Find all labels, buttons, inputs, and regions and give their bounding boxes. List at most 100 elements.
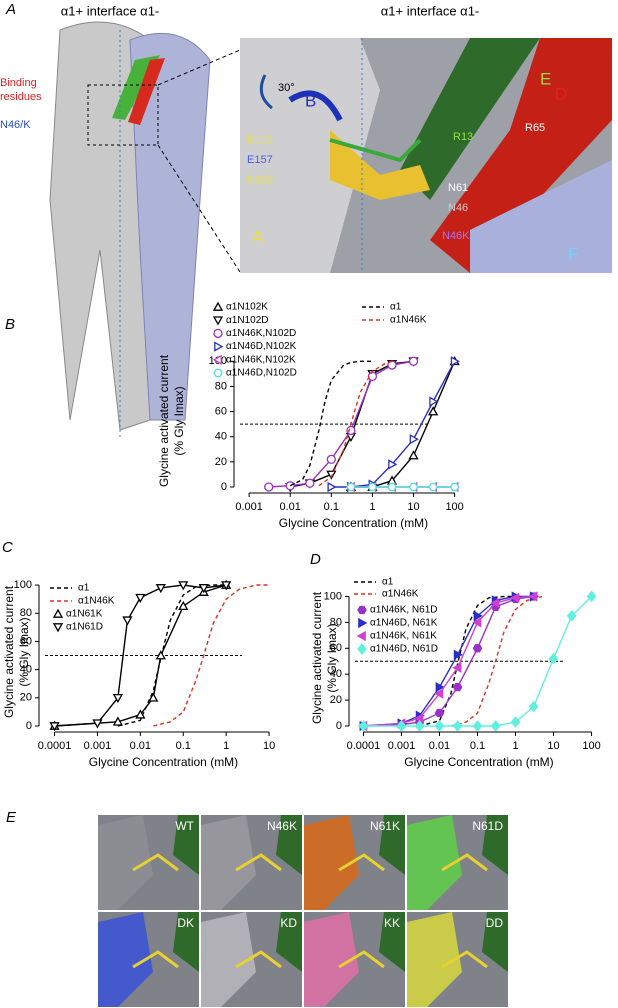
x-tick-label: 1 [369,501,375,513]
panel-label: A [5,1,16,18]
annotation: F [568,244,578,263]
x-tick-label: 0.01 [429,740,450,752]
ligand [235,853,282,872]
marker [388,459,398,470]
x-tick-label: 100 [445,501,463,513]
marker [122,616,133,626]
y-axis-label: Glycine activated current [310,591,324,724]
marker [148,692,159,702]
marker [434,708,445,718]
marker [428,406,439,416]
y-tick-label: 0 [26,720,32,732]
x-tick-label: 0.1 [176,740,191,752]
fit-line [363,595,534,727]
legend-label: α1N46K [382,589,419,600]
marker [155,650,166,660]
marker [473,610,483,622]
legend-label: α1 [382,577,394,588]
x-tick-label: 0.001 [235,501,263,513]
legend-label: α1 [390,302,402,313]
legend-label: α1N46D, N61D [370,644,438,655]
marker [449,482,460,492]
legend-label: α1N46K, N61K [370,631,437,642]
marker [155,584,166,594]
y-tick-label: 20 [20,692,32,704]
marker [472,720,483,732]
annotation: N46 [448,202,468,214]
marker [135,709,146,719]
y-tick-label: 100 [14,579,32,591]
marker [198,584,209,594]
y-tick-label: 100 [324,590,342,602]
marker [414,720,425,732]
marker [214,341,224,352]
y-tick-label: 0 [221,481,227,493]
marker [428,482,438,492]
legend-label: α1N46K,N102K [226,354,296,365]
panel-label: D [310,551,321,568]
marker [367,371,378,382]
tile-label: WT [175,819,194,833]
marker [396,720,407,732]
annotation: R65 [525,122,545,134]
x-tick-label: 0.0001 [38,740,72,752]
marker [434,720,445,732]
x-tick-label: 0.001 [388,740,416,752]
ligand [235,950,282,969]
annotation: 30° [278,82,295,94]
marker [586,590,597,603]
annotation: R13 [453,131,473,143]
annotation: E [540,69,551,88]
y-tick-label: 80 [330,616,342,628]
y-axis-label: (% Gly Imax) [325,623,339,692]
marker [212,354,222,365]
legend-label: α1N102K [226,302,268,313]
x-tick-label: 0.0001 [347,740,381,752]
marker [408,356,419,366]
y-tick-label: 80 [20,607,32,619]
legend-label: α1N61D [66,622,103,633]
y-tick-label: 40 [215,431,227,443]
marker [367,482,378,492]
y-tick-label: 60 [215,405,227,417]
annotation: E103 [247,134,273,146]
fit-line [363,595,534,727]
reference-curve [450,595,543,727]
marker [213,328,223,339]
marker [212,301,224,311]
legend-label: α1 [78,583,90,594]
annotation: B [305,91,316,110]
x-axis-label: Glycine Concentration (mM) [89,755,238,769]
marker [429,396,439,407]
marker [414,713,424,724]
marker [346,482,356,492]
marker [435,682,445,693]
marker [453,649,463,660]
marker [490,597,500,609]
x-tick-label: 1 [223,740,229,752]
marker [326,454,336,464]
marker [408,482,419,492]
y-tick-label: 60 [20,635,32,647]
ribbon [482,912,508,972]
ribbon [173,912,199,972]
marker [434,688,444,699]
marker [452,720,463,732]
marker [49,722,60,732]
marker [566,610,577,622]
legend-label: α1N46D,N102K [226,341,297,352]
y-axis-label: Glycine activated current [2,585,16,718]
tile-label: N46K [267,819,297,833]
ribbon [201,912,256,1007]
legend-label: α1N102D [226,315,268,326]
y-tick-label: 20 [215,456,227,468]
x-tick-label: 0.01 [130,740,151,752]
x-tick-label: 10 [547,740,559,752]
y-tick-label: 0 [336,720,342,732]
marker [213,368,223,378]
fit-line [363,595,534,727]
panel-title: α1+ interface α1- [61,3,160,18]
ligand [132,853,179,872]
y-tick-label: 40 [20,664,32,676]
